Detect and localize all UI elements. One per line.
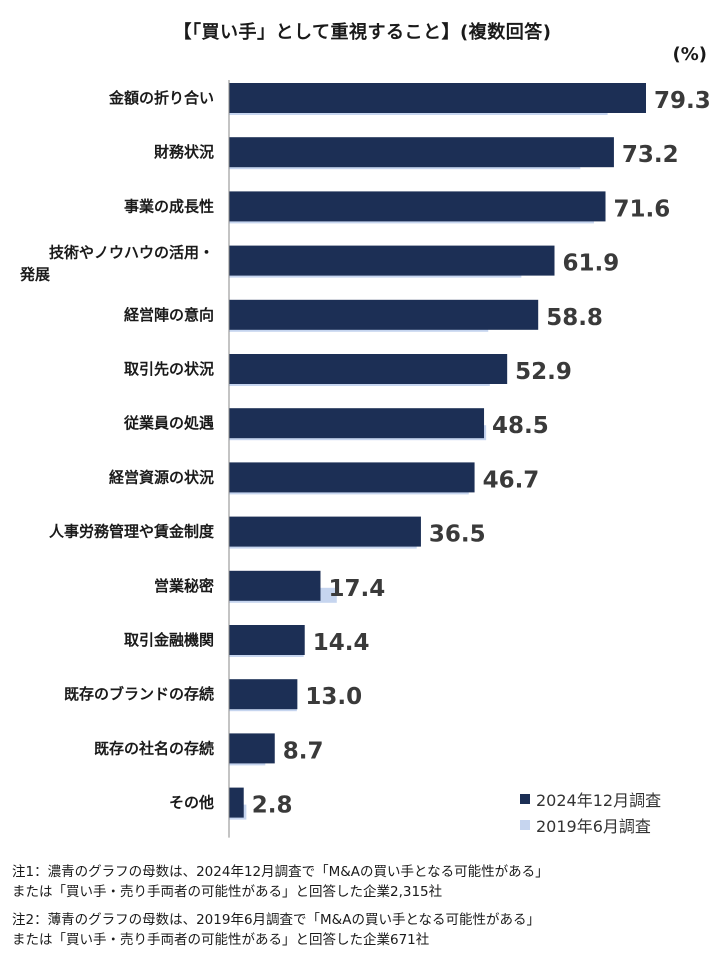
- value-label-13: 2.8: [252, 793, 293, 819]
- bar-2024-9: [229, 570, 321, 601]
- value-label-7: 46.7: [483, 467, 540, 493]
- bar-2024-0: [229, 83, 646, 113]
- bar-2024-2: [229, 191, 606, 222]
- legend-label-2024: 2024年12月調査: [536, 791, 662, 810]
- category-label-4: 経営陣の意向: [124, 306, 214, 324]
- category-label-1: 財務状況: [153, 143, 214, 161]
- legend-item-2024: 2024年12月調査: [520, 786, 661, 812]
- note-2-line-2: または「買い手・売り手両者の可能性がある」と回答した企業671社: [12, 932, 430, 948]
- note-1: 注1：濃青のグラフの母数は、2024年12月調査で「M&Aの買い手となる可能性が…: [12, 862, 549, 902]
- legend-swatch-2019: [520, 820, 530, 830]
- bar-2024-5: [229, 354, 508, 384]
- value-label-1: 73.2: [622, 142, 679, 168]
- bar-2024-7: [229, 462, 475, 493]
- category-label-7: 経営資源の状況: [109, 468, 214, 486]
- category-label-3-line-2: 発展: [19, 266, 50, 284]
- legend-label-2019: 2019年6月調査: [536, 817, 651, 836]
- bar-2024-6: [229, 408, 485, 439]
- value-label-3: 61.9: [563, 251, 620, 277]
- value-label-5: 52.9: [515, 359, 572, 385]
- note-2-line-1: 注2：薄青のグラフの母数は、2019年6月調査で「M&Aの買い手となる可能性があ…: [12, 912, 541, 928]
- unit-label: (%): [672, 44, 708, 65]
- note-2: 注2：薄青のグラフの母数は、2019年6月調査で「M&Aの買い手となる可能性があ…: [12, 910, 540, 950]
- bar-2024-12: [229, 733, 275, 764]
- value-label-8: 36.5: [429, 522, 486, 548]
- bar-2024-3: [229, 245, 555, 276]
- value-label-2: 71.6: [614, 196, 671, 222]
- value-label-12: 8.7: [283, 738, 324, 764]
- category-label-2: 事業の成長性: [124, 197, 214, 215]
- category-label-3-line-1: 技術やノウハウの活用・: [49, 244, 214, 262]
- value-label-9: 17.4: [328, 576, 385, 602]
- legend-swatch-2024: [520, 794, 530, 804]
- category-label-5: 取引先の状況: [124, 360, 214, 378]
- category-label-8: 人事労務管理や賃金制度: [49, 523, 215, 541]
- note-1-line-1: 注1：濃青のグラフの母数は、2024年12月調査で「M&Aの買い手となる可能性が…: [12, 864, 549, 880]
- value-label-6: 48.5: [492, 413, 549, 439]
- bar-2024-11: [229, 679, 298, 710]
- category-label-12: 既存の社名の存続: [94, 739, 214, 757]
- value-label-4: 58.8: [546, 305, 603, 331]
- chart-title: 【「買い手」として重視すること】(複数回答): [173, 22, 552, 43]
- value-label-10: 14.4: [313, 630, 370, 656]
- bar-2024-4: [229, 299, 539, 330]
- category-label-10: 取引金融機関: [124, 631, 214, 649]
- legend-item-2019: 2019年6月調査: [520, 812, 661, 838]
- category-label-9: 営業秘密: [154, 577, 214, 595]
- category-label-11: 既存のブランドの存続: [64, 685, 214, 703]
- value-label-0: 79.3: [654, 88, 711, 114]
- bar-2024-8: [229, 516, 421, 547]
- bar-2024-13: [229, 787, 244, 818]
- category-label-6: 従業員の処遇: [123, 414, 214, 432]
- category-label-13: その他: [169, 794, 214, 812]
- bar-2024-1: [229, 137, 614, 168]
- bar-2024-10: [229, 625, 305, 655]
- legend: 2024年12月調査 2019年6月調査: [520, 786, 661, 838]
- note-1-line-2: または「買い手・売り手両者の可能性がある」と回答した企業2,315社: [12, 884, 443, 900]
- category-label-0: 金額の折り合い: [108, 89, 214, 107]
- value-label-11: 13.0: [305, 684, 362, 710]
